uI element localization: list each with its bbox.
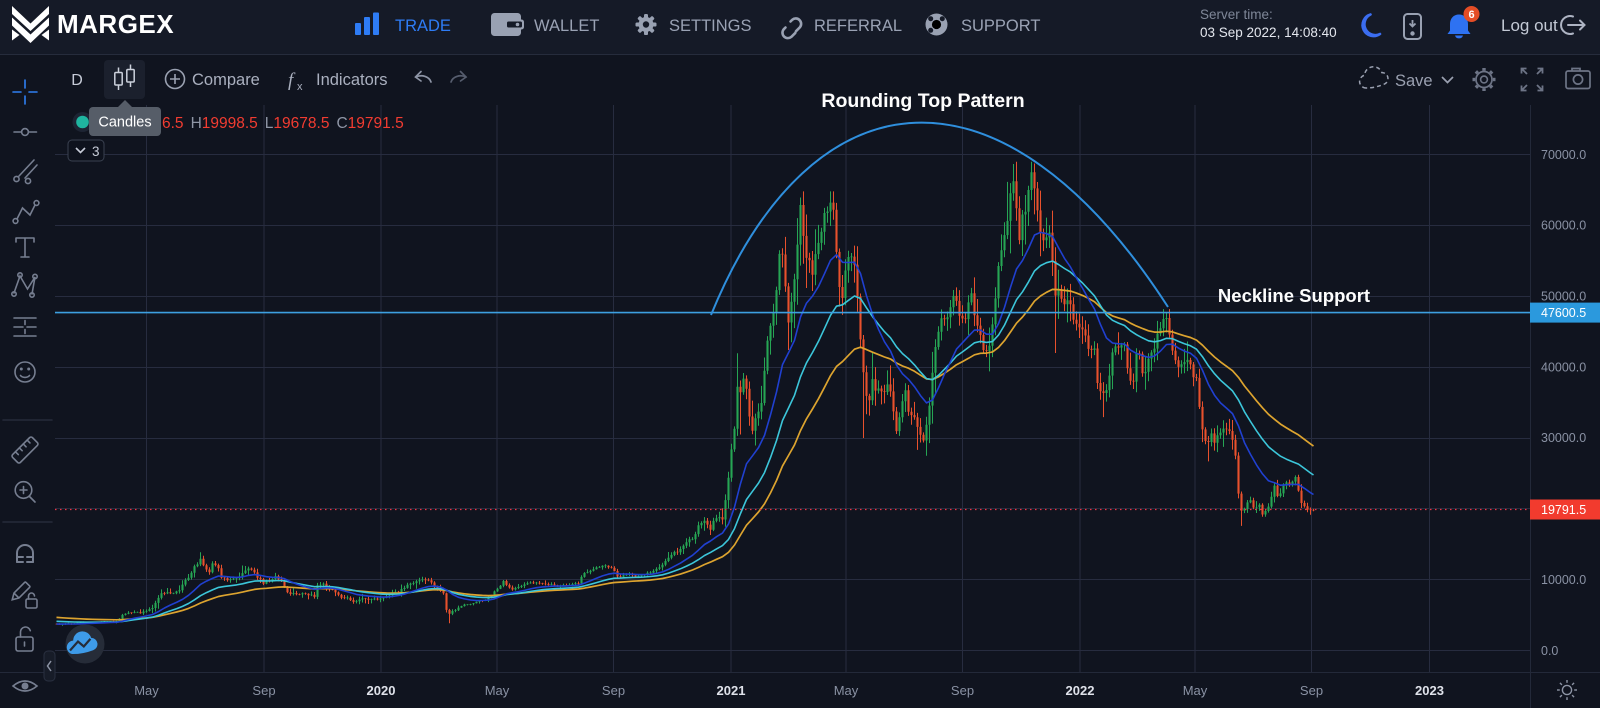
svg-text:Server time:: Server time: [1200, 7, 1273, 22]
svg-text:3: 3 [92, 144, 100, 159]
svg-text:May: May [134, 683, 159, 698]
svg-text:03 Sep 2022, 14:08:40: 03 Sep 2022, 14:08:40 [1200, 25, 1337, 40]
svg-text:Log out: Log out [1501, 16, 1558, 35]
svg-text:70000.0: 70000.0 [1541, 148, 1586, 162]
svg-text:10000.0: 10000.0 [1541, 573, 1586, 587]
svg-text:Save: Save [1395, 72, 1433, 90]
svg-text:2023: 2023 [1415, 683, 1444, 698]
svg-text:2020: 2020 [367, 683, 396, 698]
svg-text:Sep: Sep [951, 683, 974, 698]
svg-text:x: x [297, 81, 303, 93]
svg-text:WALLET: WALLET [534, 17, 599, 35]
svg-text:SUPPORT: SUPPORT [961, 17, 1040, 35]
svg-text:Sep: Sep [252, 683, 275, 698]
svg-text:2022: 2022 [1066, 683, 1095, 698]
svg-text:Indicators: Indicators [316, 71, 388, 89]
svg-text:Candles: Candles [98, 115, 151, 131]
svg-text:2021: 2021 [717, 683, 746, 698]
svg-text:47600.5: 47600.5 [1541, 306, 1586, 320]
svg-text:May: May [1183, 683, 1208, 698]
svg-text:May: May [485, 683, 510, 698]
svg-text:Sep: Sep [1300, 683, 1323, 698]
svg-text:60000.0: 60000.0 [1541, 219, 1586, 233]
svg-text:Compare: Compare [192, 71, 260, 89]
svg-text:MARGEX: MARGEX [57, 9, 174, 39]
svg-text:May: May [834, 683, 859, 698]
svg-text:TRADE: TRADE [395, 17, 451, 35]
svg-text:Sep: Sep [602, 683, 625, 698]
svg-text:SETTINGS: SETTINGS [669, 17, 752, 35]
svg-text:6: 6 [1468, 9, 1474, 21]
svg-text:30000.0: 30000.0 [1541, 431, 1586, 445]
svg-text:19791.5: 19791.5 [1541, 503, 1586, 517]
svg-text:50000.0: 50000.0 [1541, 290, 1586, 304]
svg-text:REFERRAL: REFERRAL [814, 17, 902, 35]
svg-text:0.0: 0.0 [1541, 644, 1558, 658]
svg-text:D: D [71, 72, 83, 89]
svg-text:f: f [288, 70, 296, 91]
svg-text:Neckline Support: Neckline Support [1218, 285, 1370, 306]
svg-text:Rounding Top Pattern: Rounding Top Pattern [821, 90, 1024, 112]
svg-text:40000.0: 40000.0 [1541, 360, 1586, 374]
